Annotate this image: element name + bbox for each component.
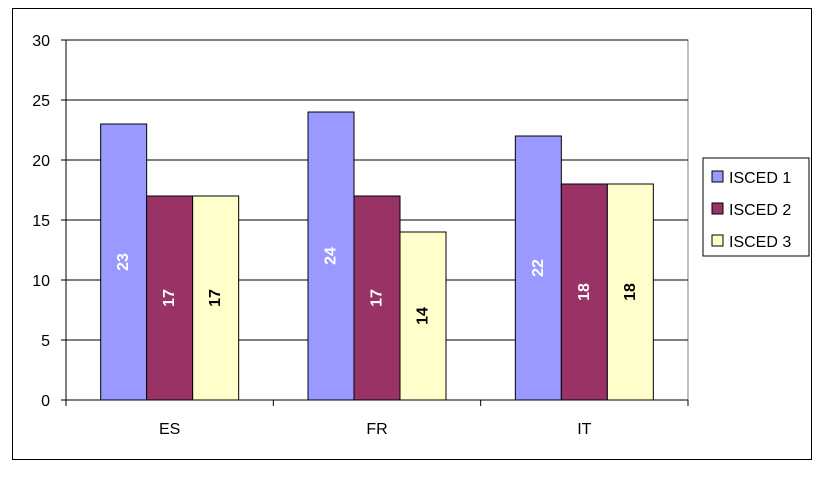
bar [514,135,562,401]
legend-swatch [711,202,724,215]
data-label: 18 [576,283,593,301]
x-tick-label: ES [159,421,180,438]
legend-label: ISCED 1 [729,170,791,187]
legend-label: ISCED 2 [729,202,791,219]
y-tick-label: 20 [32,153,50,170]
bar [353,195,401,401]
data-label: 22 [530,259,547,277]
bar [560,183,608,401]
bar [606,183,654,401]
y-tick-label: 30 [32,33,50,50]
y-tick-label: 5 [41,333,50,350]
data-label: 17 [207,289,224,307]
x-tick-label: FR [366,421,387,438]
legend-label: ISCED 3 [729,234,791,251]
data-label: 18 [622,283,639,301]
data-label: 17 [369,289,386,307]
data-label: 23 [115,253,132,271]
data-label: 24 [323,247,340,265]
legend-swatch [711,234,724,247]
bar [307,111,355,401]
y-tick-label: 15 [32,213,50,230]
y-tick-label: 25 [32,93,50,110]
y-tick-label: 0 [41,393,50,410]
bar [399,231,447,401]
data-label: 17 [161,289,178,307]
data-label: 14 [415,307,432,325]
y-tick-label: 10 [32,273,50,290]
legend-swatch [711,170,724,183]
x-tick-label: IT [577,421,591,438]
bar [100,123,148,401]
bar [192,195,240,401]
